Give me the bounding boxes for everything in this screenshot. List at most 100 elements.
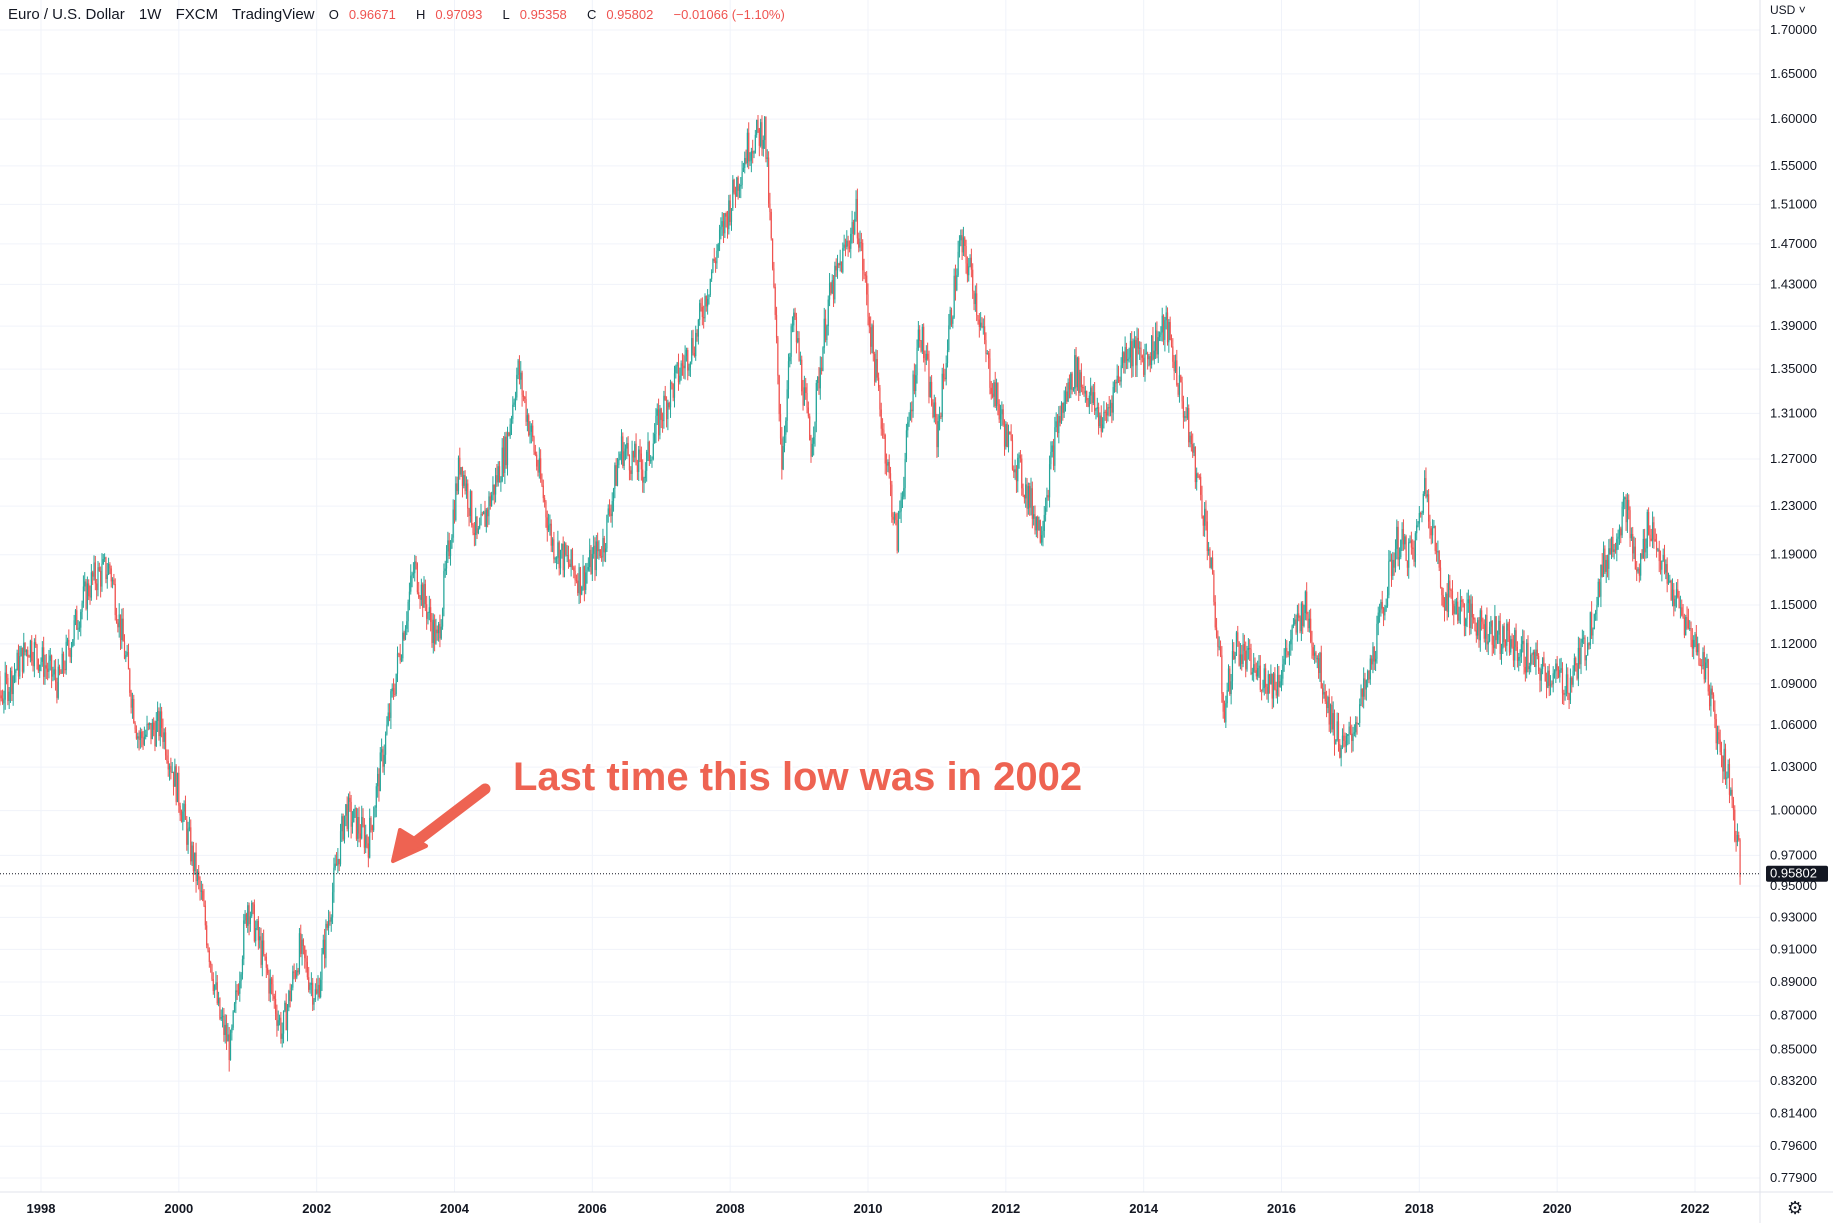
candle-body [367, 843, 369, 858]
candle-body [1165, 312, 1167, 321]
candle-body [714, 261, 717, 264]
candle-body [64, 669, 66, 671]
candle-body [878, 377, 880, 388]
candle-body [1011, 440, 1014, 470]
candle-body [1204, 508, 1206, 526]
candle-body [1117, 375, 1120, 381]
candle-body [183, 803, 185, 812]
candle-body [1642, 538, 1644, 558]
candle-body [895, 513, 897, 521]
candle-body [794, 312, 796, 318]
candle-body [1706, 659, 1708, 663]
candle-body [994, 382, 996, 407]
candle-body [818, 376, 820, 389]
candle-body [1116, 375, 1118, 384]
candle-body [1177, 384, 1179, 395]
candle-body [337, 858, 339, 866]
candle-body [1551, 683, 1553, 685]
candle-body [809, 416, 811, 441]
candle-body [494, 475, 497, 495]
x-tick-label: 2018 [1405, 1201, 1434, 1216]
candle-body [1597, 581, 1599, 606]
candle-body [1638, 568, 1640, 576]
candle-body [1539, 671, 1541, 681]
price-axis[interactable]: 1.70000 1.65000 1.60000 1.55000 1.51000 1.470… [1766, 22, 1828, 1185]
candle-body [1156, 330, 1158, 355]
candle-body [1518, 657, 1520, 661]
candle-body [212, 979, 214, 991]
candle-body [683, 365, 685, 369]
candle-body [467, 483, 469, 509]
candle-body [1377, 612, 1379, 624]
candle-body [760, 122, 762, 146]
candle-body [1408, 542, 1410, 568]
candle-body [172, 771, 175, 787]
candle-body [424, 583, 426, 605]
candle-body [1237, 632, 1239, 642]
time-axis[interactable]: 1998 2000 2002 2004 2006 2008 2010 2012 2014 2016… [27, 1201, 1710, 1216]
candle-body [1708, 691, 1711, 707]
candle-body [1258, 665, 1260, 669]
candle-body [1405, 536, 1407, 561]
candle-body [101, 563, 103, 587]
candle-body [1025, 484, 1027, 499]
candle-body [1225, 703, 1227, 723]
interval-label[interactable]: 1W [138, 6, 162, 23]
candle-body [431, 622, 433, 644]
candle-body [660, 408, 662, 420]
candle-body [408, 591, 411, 602]
candle-body [522, 395, 525, 397]
candle-body [1231, 651, 1234, 682]
candle-body [1274, 673, 1276, 690]
candle-body [1046, 495, 1048, 508]
candle-body [587, 567, 589, 570]
candle-body [400, 658, 403, 661]
candle-body [168, 766, 171, 770]
candle-body [284, 1002, 286, 1011]
candle-body [612, 488, 615, 501]
candle-body [216, 982, 218, 1004]
candle-body [214, 985, 216, 991]
candle-body [669, 382, 672, 408]
candle-body [635, 443, 637, 466]
x-tick-label: 2004 [440, 1201, 470, 1216]
candle-body [852, 222, 855, 234]
currency-selector[interactable]: USD ˅ [1770, 3, 1806, 17]
symbol-name[interactable]: Euro / U.S. Dollar [8, 6, 125, 23]
candle-body [288, 990, 290, 1008]
candle-body [249, 916, 252, 925]
candle-body [219, 998, 221, 1019]
candle-body [752, 151, 754, 154]
candle-body [559, 550, 562, 569]
candle-body [9, 670, 12, 692]
candle-body [1596, 605, 1598, 612]
candle-body [127, 651, 130, 670]
candle-body [45, 665, 47, 669]
candle-body [663, 395, 665, 422]
candle-body [289, 990, 291, 1001]
candle-body [610, 513, 612, 517]
candle-body [1335, 740, 1337, 745]
candle-body [1614, 549, 1617, 551]
candle-body [365, 835, 367, 848]
candle-body [668, 402, 670, 408]
candle-body [1496, 634, 1499, 641]
candle-body [954, 275, 957, 291]
candle-body [170, 766, 172, 772]
candle-body [74, 610, 77, 621]
candle-body [978, 319, 980, 327]
gear-icon[interactable]: ⚙ [1787, 1198, 1804, 1218]
candle-body [69, 649, 71, 658]
candle-body [33, 642, 35, 667]
candle-body [1261, 689, 1263, 691]
candle-body [253, 904, 255, 942]
candle-body [93, 562, 95, 577]
candle-body [1094, 392, 1096, 411]
candle-body [191, 845, 193, 862]
candle-body [1310, 618, 1312, 642]
candle-body [492, 484, 494, 496]
candle-body [1021, 458, 1023, 489]
candle-body [965, 245, 967, 264]
